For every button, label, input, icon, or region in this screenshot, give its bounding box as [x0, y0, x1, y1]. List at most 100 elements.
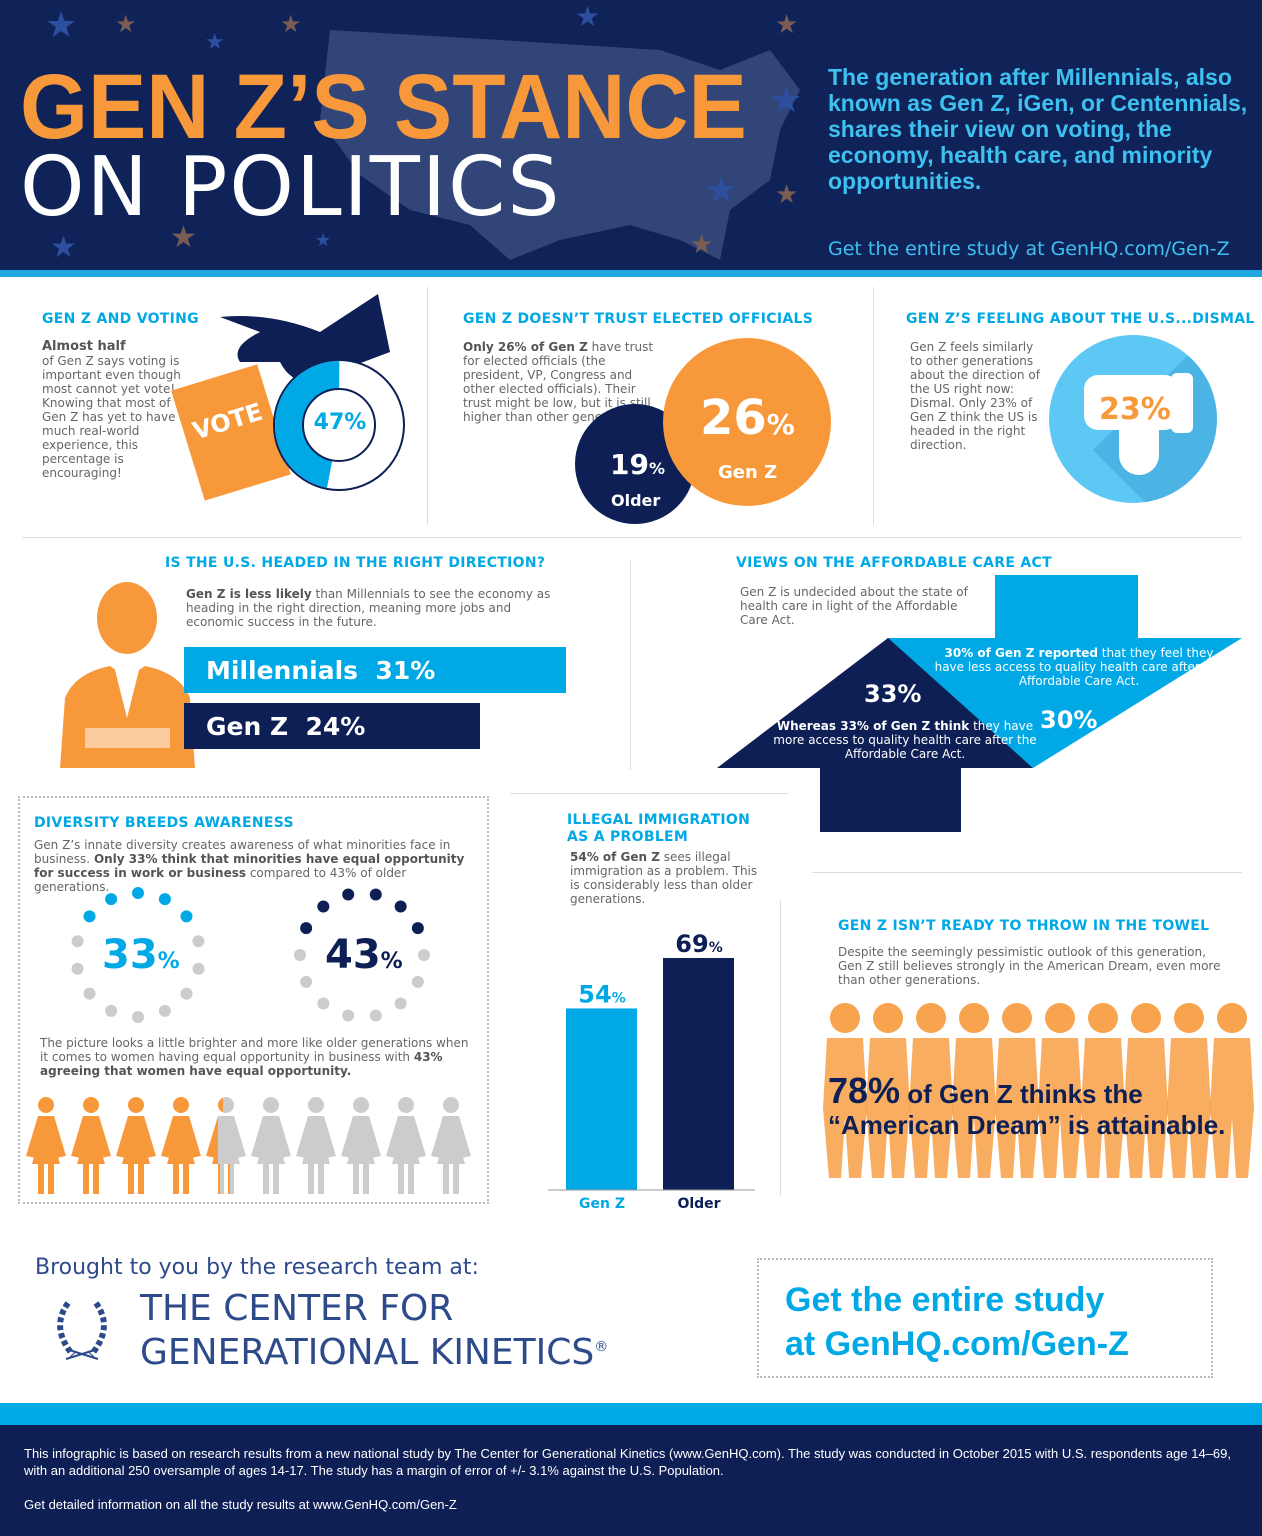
ring-dot [83, 987, 96, 1000]
ring-dot [71, 935, 84, 948]
ring-dot [300, 922, 313, 935]
person-silhouette [1131, 1003, 1161, 1033]
category-label: Older [677, 1196, 720, 1212]
aca-body: Gen Z is undecided about the state of he… [740, 585, 968, 627]
footer-link[interactable]: Get detailed information on all the stud… [24, 1497, 457, 1512]
ring-dot [369, 1009, 382, 1022]
towel-line-2: “American Dream” is attainable. [828, 1110, 1226, 1140]
footer-band [0, 1403, 1262, 1425]
woman-icon [251, 1097, 291, 1194]
diversity-body: Gen Z’s innate diversity creates awarene… [34, 838, 451, 866]
divider [873, 287, 874, 525]
person-silhouette [952, 1038, 996, 1178]
ring-dot [411, 975, 424, 988]
ring-dot [317, 900, 330, 913]
person-silhouette [1002, 1003, 1032, 1033]
header: ★ ★ ★ ★ ★ ★ ★ ★ ★ ★ ★ ★ ★ GEN Z’S STANCE… [0, 0, 1262, 270]
person-silhouette [909, 1038, 953, 1178]
person-silhouette [959, 1003, 989, 1033]
woman-icon [206, 1097, 246, 1194]
older-minority-value: 43 [325, 932, 381, 978]
person-silhouette [823, 1038, 867, 1178]
ring-dot [394, 900, 407, 913]
voting-body: of Gen Z says voting is important even t… [42, 354, 181, 480]
divider [22, 537, 1242, 538]
usa-map-icon [320, 30, 800, 260]
towel-value: 78% [828, 1070, 901, 1111]
ring-dot [342, 1009, 355, 1022]
header-divider [0, 270, 1262, 277]
diversity-body-bold: Only 33% think that minorities have equa… [34, 852, 465, 880]
trust-heading: GEN Z DOESN’T TRUST ELECTED OFFICIALS [463, 311, 814, 327]
ring-dot [418, 949, 430, 961]
ring-dot [132, 1011, 144, 1023]
bar-gen-z [566, 1008, 637, 1190]
footer: This infographic is based on research re… [0, 1425, 1262, 1536]
ring-dot [369, 888, 382, 901]
immigration-heading-1: ILLEGAL IMMIGRATION [567, 812, 751, 828]
bar-data-label: 54% [578, 980, 625, 1008]
towel-heading: GEN Z ISN’T READY TO THROW IN THE TOWEL [838, 918, 1210, 934]
older-value: 19 [610, 448, 649, 481]
person-silhouette [1045, 1003, 1075, 1033]
person-silhouette [1088, 1003, 1118, 1033]
footer-methodology: This infographic is based on research re… [24, 1446, 1231, 1478]
youth-group-icon [823, 1003, 1254, 1178]
aca-arrows [717, 575, 1242, 832]
ring-dot [105, 1004, 118, 1017]
woman-icon [116, 1097, 156, 1194]
title-line-2: ON POLITICS [20, 140, 562, 235]
women-icons [26, 1096, 476, 1196]
cta-box[interactable]: Get the entire study at GenHQ.com/Gen-Z [757, 1258, 1213, 1378]
cta-line-2[interactable]: at GenHQ.com/Gen-Z [785, 1325, 1129, 1363]
aca-more-body: they have more access to quality health … [773, 719, 1037, 761]
bar-data-label: 69% [675, 930, 722, 958]
genz-trust-label: Gen Z [718, 462, 778, 483]
voting-donut-fill [275, 361, 403, 489]
women-body: The picture looks a little brighter and … [40, 1036, 469, 1064]
divider [427, 287, 428, 525]
diversity-section [18, 796, 489, 1204]
arrow-up-more-access [717, 638, 1033, 832]
intro-text: The generation after Millennials, also k… [828, 64, 1248, 194]
ring-dot [342, 888, 355, 901]
aca-less-body: that they feel they have less access to … [934, 646, 1224, 688]
ring-dot [180, 910, 193, 923]
woman-icon [341, 1097, 381, 1194]
aca-more-lead: Whereas 33% of Gen Z think [776, 719, 970, 733]
person-silhouette [1174, 1003, 1204, 1033]
person-silhouette [995, 1038, 1039, 1178]
woman-icon [386, 1097, 426, 1194]
genz-trust-value: 26 [700, 390, 767, 446]
towel-line-1: of Gen Z thinks the [900, 1079, 1143, 1109]
person-silhouette [916, 1003, 946, 1033]
aca-more-value: 33% [864, 680, 922, 708]
category-label: Gen Z [579, 1196, 625, 1212]
woman-icon [296, 1097, 336, 1194]
title-line-1: GEN Z’S STANCE [20, 56, 747, 158]
person-silhouette [873, 1003, 903, 1033]
bar-older [663, 958, 734, 1190]
ring-dot [394, 997, 407, 1010]
study-link[interactable]: Get the entire study at GenHQ.com/Gen-Z [828, 238, 1230, 260]
person-silhouette [1210, 1038, 1254, 1178]
towel-body: Despite the seemingly pessimistic outloo… [838, 945, 1221, 987]
direction-heading: IS THE U.S. HEADED IN THE RIGHT DIRECTIO… [165, 555, 546, 571]
feeling-body: Gen Z feels similarly to other generatio… [910, 340, 1040, 452]
diversity-heading: DIVERSITY BREEDS AWARENESS [34, 815, 294, 831]
arrow-down-less-access [887, 575, 1242, 768]
genz-minority-value: 33 [102, 932, 158, 978]
voting-heading: GEN Z AND VOTING [42, 311, 199, 327]
ring-dot [71, 962, 84, 975]
direction-lead: Gen Z is less likely [186, 587, 312, 601]
voting-percent: 47% [313, 410, 367, 435]
woman-icon [71, 1097, 111, 1194]
org-line-1: THE CENTER FOR [140, 1288, 454, 1329]
cta-line-1: Get the entire study [785, 1281, 1105, 1319]
ring-dot [300, 975, 313, 988]
feeling-value: 23% [1099, 392, 1171, 427]
trust-lead: Only 26% of Gen Z [463, 340, 588, 354]
voting-donut [273, 359, 405, 491]
genz-circle [663, 338, 831, 506]
person-silhouette [1081, 1038, 1125, 1178]
